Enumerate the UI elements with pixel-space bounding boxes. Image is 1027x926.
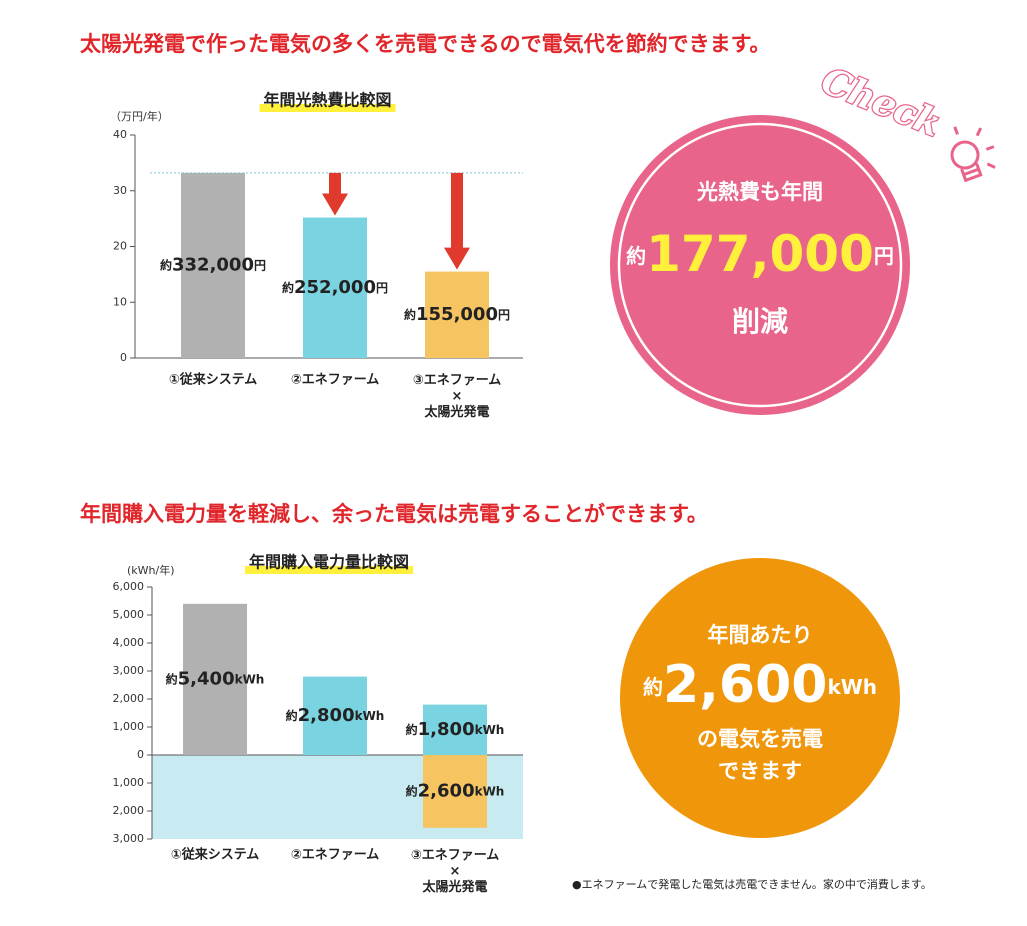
bar — [303, 217, 367, 358]
callout-circle — [610, 115, 910, 415]
x-tick-label: ②エネファーム — [291, 373, 380, 388]
callout-amount: 約2,600kWh — [643, 655, 877, 715]
heading: 年間購入電力量を軽減し、余った電気は売電することができます。 — [80, 502, 708, 526]
callout-ring — [617, 122, 903, 408]
value-label: 約332,000円 — [160, 254, 266, 275]
chart-title: 年間購入電力量比較図 — [249, 553, 409, 572]
footnote: ●エネファームで発電した電気は売電できません。家の中で消費します。 — [572, 877, 932, 891]
value-label: 約252,000円 — [282, 277, 388, 298]
y-tick-label: 2,000 — [113, 692, 145, 705]
y-tick-label: 3,000 — [113, 664, 145, 677]
x-tick-label: ③エネファーム×太陽光発電 — [413, 373, 502, 420]
badge: Check — [815, 59, 946, 145]
callout-lead: 光熱費も年間 — [696, 180, 823, 204]
callout-lead: 年間あたり — [708, 623, 813, 647]
y-tick-label: 30 — [113, 184, 127, 197]
y-tick-label: 1,000 — [113, 720, 145, 733]
heading: 太陽光発電で作った電気の多くを売電できるので電気代を節約できます。 — [80, 32, 770, 56]
title-highlight — [244, 566, 414, 574]
value-label: 約1,800kWh — [406, 719, 505, 740]
bar — [423, 704, 487, 755]
value-label: 約155,000円 — [404, 304, 510, 325]
reduction-arrow — [444, 172, 470, 270]
bar — [183, 603, 247, 755]
y-tick-label: 40 — [113, 128, 127, 141]
bar — [303, 676, 367, 755]
bar — [425, 271, 489, 358]
title-highlight — [259, 104, 396, 112]
x-tick-label: ③エネファーム×太陽光発電 — [411, 848, 500, 895]
callout-amount: 約177,000円 — [626, 225, 894, 283]
y-tick-label: 5,000 — [113, 608, 145, 621]
value-label: 約5,400kWh — [166, 668, 265, 689]
reduction-arrow — [322, 172, 348, 216]
callout-tail: 削減 — [732, 305, 788, 338]
y-unit: （万円/年） — [110, 109, 169, 123]
bar — [181, 172, 245, 358]
y-unit: (kWh/年) — [127, 563, 175, 577]
x-tick-label: ①従来システム — [171, 847, 260, 863]
y-tick-label: 10 — [113, 295, 127, 308]
callout-tail: の電気を売電できます — [697, 727, 823, 783]
y-tick-label: 20 — [113, 240, 127, 253]
y-tick-label: 4,000 — [113, 636, 145, 649]
y-tick-label: 0 — [137, 748, 144, 761]
bar — [423, 755, 487, 828]
y-tick-label: 3,000 — [113, 832, 145, 845]
y-tick-label: 0 — [120, 351, 127, 364]
callout-circle — [620, 558, 900, 838]
chart-title: 年間光熱費比較図 — [263, 91, 391, 110]
y-tick-label: 2,000 — [113, 804, 145, 817]
y-tick-label: 6,000 — [113, 580, 145, 593]
value-label: 約2,800kWh — [286, 705, 385, 726]
bulb-icon — [950, 126, 996, 183]
value-label: 約2,600kWh — [406, 780, 505, 801]
x-tick-label: ①従来システム — [169, 372, 258, 388]
x-tick-label: ②エネファーム — [291, 848, 380, 863]
y-tick-label: 1,000 — [113, 776, 145, 789]
